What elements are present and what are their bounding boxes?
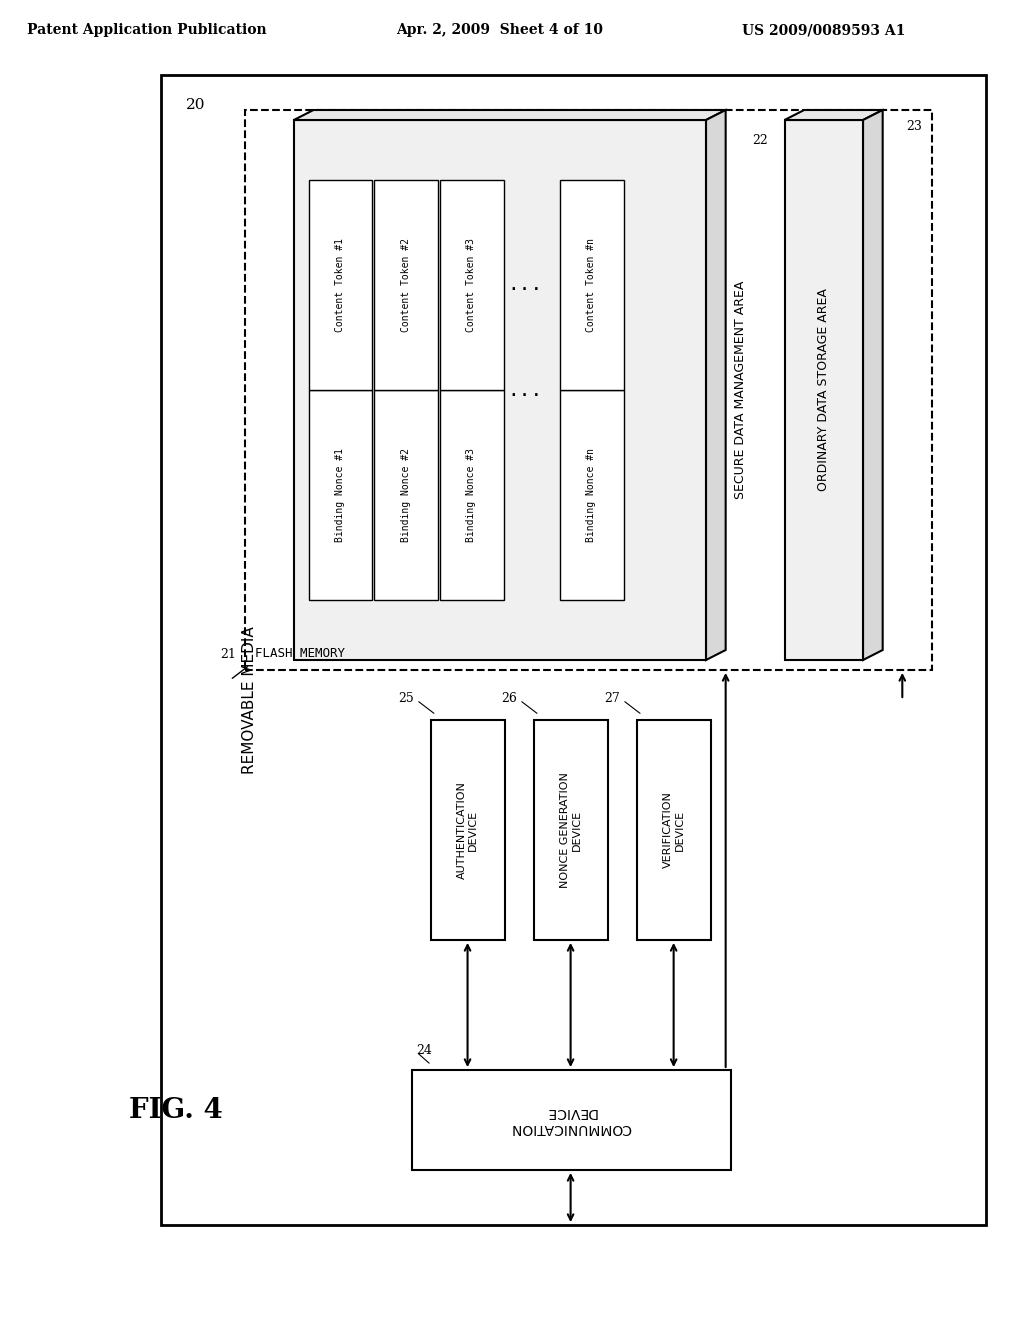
Polygon shape	[706, 110, 726, 660]
Bar	[560, 389, 624, 601]
Text: Binding Nonce #n: Binding Nonce #n	[586, 447, 596, 543]
Bar	[784, 120, 863, 660]
Text: Binding Nonce #2: Binding Nonce #2	[400, 447, 411, 543]
Text: 24: 24	[417, 1044, 432, 1056]
Text: 21: 21	[220, 648, 237, 661]
Polygon shape	[294, 110, 726, 120]
Text: Content Token #1: Content Token #1	[335, 238, 345, 333]
Bar	[245, 110, 932, 671]
Text: ORDINARY DATA STORAGE AREA: ORDINARY DATA STORAGE AREA	[817, 289, 830, 491]
Bar	[440, 389, 504, 601]
Polygon shape	[784, 110, 883, 120]
Text: 22: 22	[753, 133, 768, 147]
Text: Binding Nonce #3: Binding Nonce #3	[467, 447, 476, 543]
Bar	[535, 719, 608, 940]
Text: 20: 20	[186, 98, 206, 112]
Text: Apr. 2, 2009  Sheet 4 of 10: Apr. 2, 2009 Sheet 4 of 10	[396, 22, 603, 37]
Bar	[375, 389, 438, 601]
Text: VERIFICATION
DEVICE: VERIFICATION DEVICE	[663, 792, 684, 869]
Bar	[294, 120, 706, 660]
Text: 26: 26	[501, 692, 517, 705]
Text: SECURE DATA MANAGEMENT AREA: SECURE DATA MANAGEMENT AREA	[734, 281, 746, 499]
Text: 23: 23	[906, 120, 922, 133]
Text: Binding Nonce #1: Binding Nonce #1	[335, 447, 345, 543]
Bar	[308, 389, 373, 601]
Text: FIG. 4: FIG. 4	[129, 1097, 223, 1123]
Bar	[431, 719, 505, 940]
Bar	[162, 75, 986, 1225]
Text: REMOVABLE MEDIA: REMOVABLE MEDIA	[243, 626, 257, 774]
Text: Content Token #2: Content Token #2	[400, 238, 411, 333]
Text: ...: ...	[508, 276, 543, 294]
Text: Patent Application Publication: Patent Application Publication	[27, 22, 266, 37]
Text: AUTHENTICATION
DEVICE: AUTHENTICATION DEVICE	[457, 781, 478, 879]
Bar	[412, 1071, 730, 1170]
Polygon shape	[863, 110, 883, 660]
Text: 25: 25	[398, 692, 414, 705]
Text: FLASH MEMORY: FLASH MEMORY	[255, 647, 345, 660]
Text: COMMUNICATION
DEVICE: COMMUNICATION DEVICE	[510, 1105, 631, 1135]
Bar	[375, 180, 438, 389]
Text: US 2009/0089593 A1: US 2009/0089593 A1	[742, 22, 905, 37]
Bar	[440, 180, 504, 389]
Bar	[637, 719, 711, 940]
Bar	[560, 180, 624, 389]
Text: NONCE GENERATION
DEVICE: NONCE GENERATION DEVICE	[560, 772, 582, 888]
Text: 27: 27	[604, 692, 620, 705]
Text: ...: ...	[508, 380, 543, 400]
Bar	[308, 180, 373, 389]
Text: Content Token #n: Content Token #n	[586, 238, 596, 333]
Text: Content Token #3: Content Token #3	[467, 238, 476, 333]
